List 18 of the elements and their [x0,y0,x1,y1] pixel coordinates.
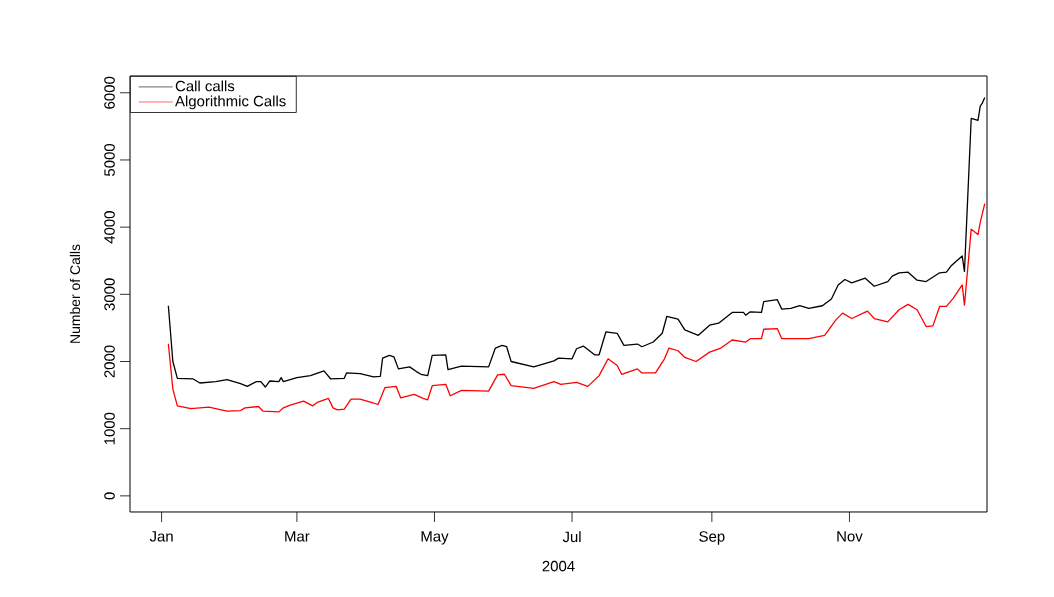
y-tick-label: 1000 [104,412,115,445]
legend-label: Call calls [175,80,235,92]
y-tick-label: 2000 [104,345,115,378]
legend-label: Algorithmic Calls [175,95,286,110]
x-tick-label: Sep [699,531,725,545]
x-tick-label: Jul [562,531,581,543]
y-tick-label: 4000 [104,211,115,244]
line-series [167,202,986,413]
x-axis-title: 2004 [542,560,575,572]
x-tick-label: Mar [285,531,310,542]
y-tick-label: 3000 [104,278,115,311]
y-axis-title: Number of Calls [69,244,81,343]
x-tick-label: Nov [837,531,863,542]
x-tick-label: May [421,531,449,545]
x-tick-label: Jan [149,531,173,542]
y-tick-label: 5000 [104,143,115,176]
y-tick-label: 6000 [104,76,115,109]
y-tick-label: 0 [104,492,115,500]
